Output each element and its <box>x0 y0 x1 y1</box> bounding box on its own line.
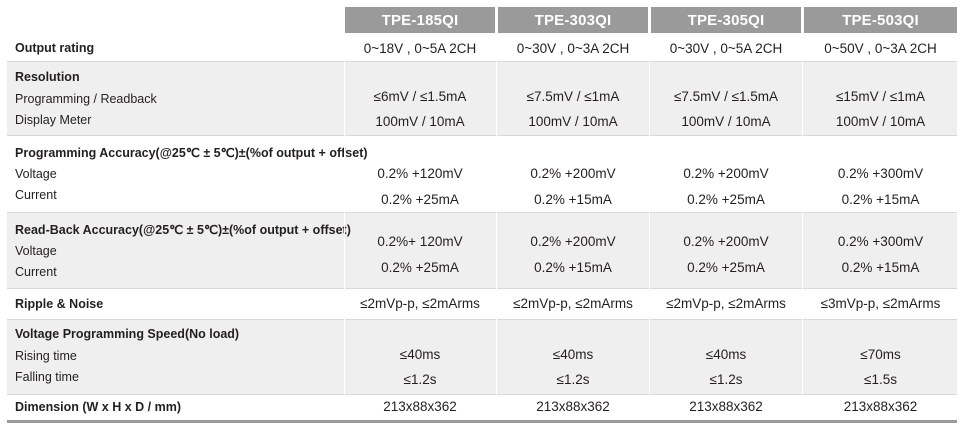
value-cell: ≤70ms <box>860 347 901 362</box>
row-divider <box>7 135 957 136</box>
value-cell: 0~18V , 0~5A 2CH <box>363 41 477 56</box>
value-cell: ≤1.2s <box>709 372 743 387</box>
row-sub-label: Voltage <box>15 244 57 258</box>
value-cell: ≤3mVp-p, ≤2mArms <box>820 296 941 311</box>
row-sub-label: Voltage <box>15 167 57 181</box>
column-divider <box>802 7 803 420</box>
row-sub-label: Display Meter <box>15 113 92 127</box>
column-divider <box>496 7 497 420</box>
row-dimension: Dimension (W x H x D / mm) <box>7 395 957 420</box>
row-title: Ripple & Noise <box>15 297 104 311</box>
row-sub-label: Rising time <box>15 349 77 363</box>
row-divider <box>7 288 957 289</box>
value-cell: 0.2% +200mV <box>683 234 769 249</box>
row-title: Dimension (W x H x D / mm) <box>15 400 181 414</box>
row-title: Output rating <box>15 41 95 55</box>
row-sub-label: Current <box>15 265 57 279</box>
model-header-tpe-303qi: TPE-303QI <box>498 7 648 33</box>
value-cell: 100mV / 10mA <box>681 114 771 129</box>
value-cell: 0.2%+ 120mV <box>377 234 463 249</box>
value-cell: 0.2% +25mA <box>381 260 459 275</box>
value-cell: ≤1.2s <box>403 372 437 387</box>
row-title: Programming Accuracy(@25℃ ± 5℃)±(%of out… <box>15 146 368 160</box>
value-cell: ≤15mV / ≤1mA <box>835 89 926 104</box>
value-cell: 0~50V , 0~3A 2CH <box>824 41 937 56</box>
value-cell: 0.2% +25mA <box>687 192 765 207</box>
column-divider <box>344 7 345 420</box>
row-output-rating: Output rating <box>7 34 957 61</box>
value-cell: 0~30V , 0~3A 2CH <box>516 41 630 56</box>
row-programming-accuracy: Programming Accuracy(@25℃ ± 5℃)±(%of out… <box>7 136 957 212</box>
row-sub-label: Programming / Readback <box>15 92 157 106</box>
model-header-tpe-503qi: TPE-503QI <box>804 7 957 33</box>
row-programming-speed: Voltage Programming Speed(No load) Risin… <box>7 320 957 394</box>
value-cell: 213x88x362 <box>843 399 918 414</box>
value-cell: ≤7.5mV / ≤1.5mA <box>673 89 779 104</box>
row-divider <box>7 319 957 320</box>
value-cell: ≤40ms <box>399 347 441 362</box>
value-cell: 213x88x362 <box>383 399 457 414</box>
value-cell: 0.2% +25mA <box>381 192 459 207</box>
row-divider <box>7 212 957 213</box>
value-cell: ≤1.2s <box>556 372 590 387</box>
value-cell: 213x88x362 <box>689 399 763 414</box>
row-resolution: Resolution Programming / Readback Displa… <box>7 62 957 135</box>
value-cell: 0.2% +15mA <box>534 260 612 275</box>
value-cell: ≤2mVp-p, ≤2mArms <box>360 296 480 311</box>
row-divider <box>7 394 957 395</box>
value-cell: ≤40ms <box>552 347 594 362</box>
value-cell: ≤40ms <box>705 347 747 362</box>
value-cell: 0.2% +15mA <box>841 260 920 275</box>
table-bottom-rule <box>7 420 957 423</box>
value-cell: 100mV / 10mA <box>528 114 618 129</box>
row-sub-label: Current <box>15 188 57 202</box>
row-readback-accuracy: Read-Back Accuracy(@25℃ ± 5℃)±(%of outpu… <box>7 213 957 288</box>
value-cell: ≤2mVp-p, ≤2mArms <box>666 296 786 311</box>
model-header-tpe-305qi: TPE-305QI <box>651 7 801 33</box>
value-cell: ≤6mV / ≤1.5mA <box>373 89 467 104</box>
value-cell: 0.2% +200mV <box>530 166 616 181</box>
value-cell: 0.2% +300mV <box>837 166 924 181</box>
value-cell: 100mV / 10mA <box>375 114 465 129</box>
column-divider <box>649 7 650 420</box>
row-sub-label: Falling time <box>15 370 79 384</box>
value-cell: 213x88x362 <box>536 399 610 414</box>
value-cell: 0.2% +300mV <box>837 234 924 249</box>
value-cell: ≤2mVp-p, ≤2mArms <box>513 296 633 311</box>
value-cell: 0.2% +15mA <box>841 192 920 207</box>
value-cell: 0.2% +120mV <box>377 166 463 181</box>
value-cell: ≤7.5mV / ≤1mA <box>526 89 620 104</box>
row-title: Voltage Programming Speed(No load) <box>15 327 240 341</box>
row-ripple-noise: Ripple & Noise <box>7 289 957 319</box>
model-header-tpe-185qi: TPE-185QI <box>345 7 495 33</box>
value-cell: 0~30V , 0~5A 2CH <box>669 41 783 56</box>
value-cell: 0.2% +200mV <box>530 234 616 249</box>
row-title: Read-Back Accuracy(@25℃ ± 5℃)±(%of outpu… <box>15 223 351 237</box>
value-cell: ≤1.5s <box>864 372 897 387</box>
value-cell: 100mV / 10mA <box>835 114 926 129</box>
value-cell: 0.2% +200mV <box>683 166 769 181</box>
row-title: Resolution <box>15 70 80 84</box>
value-cell: 0.2% +25mA <box>687 260 765 275</box>
value-cell: 0.2% +15mA <box>534 192 612 207</box>
row-divider <box>7 61 957 62</box>
